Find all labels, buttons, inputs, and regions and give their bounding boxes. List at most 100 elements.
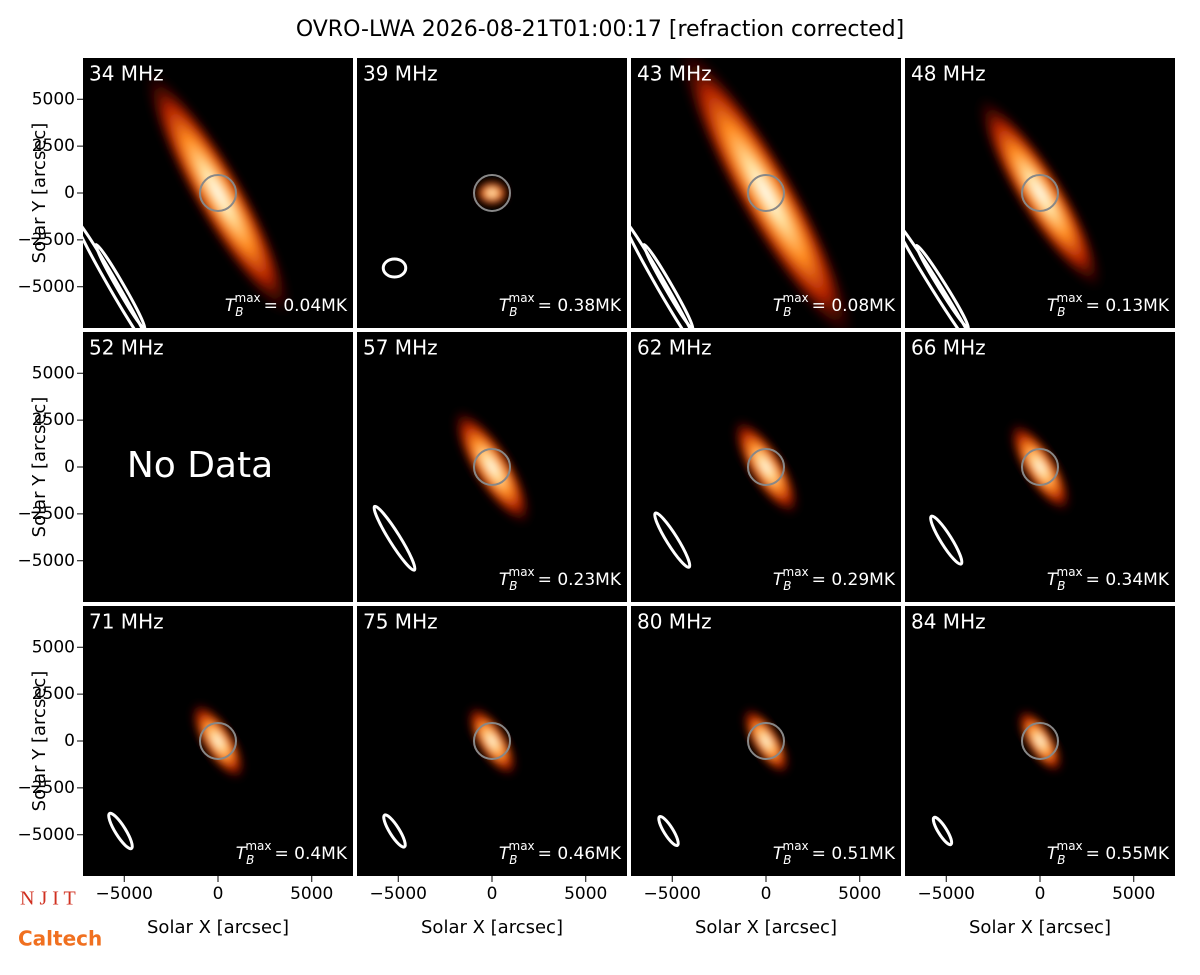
y-tick-label: −5000 — [17, 551, 75, 571]
tb-sub: B — [1057, 853, 1065, 867]
tb-sub: B — [246, 853, 254, 867]
tb-sub: B — [783, 579, 791, 593]
solar-disk — [1021, 448, 1059, 486]
solar-disk — [1021, 174, 1059, 212]
panel-label: 43 MHz — [637, 62, 712, 86]
y-tick-label: 2500 — [32, 684, 75, 704]
panel-label: 80 MHz — [637, 610, 712, 634]
y-tick-label: −2500 — [17, 504, 75, 524]
x-tick-label: 0 — [1035, 884, 1046, 904]
tb-symbol: T — [236, 844, 248, 864]
panel — [631, 58, 901, 328]
tb-sub: B — [509, 579, 517, 593]
beam — [931, 815, 954, 847]
beam — [905, 218, 979, 328]
tb-value: = 0.51MK — [812, 844, 896, 864]
x-axis-label: Solar X [arcsec] — [969, 917, 1111, 938]
emission — [144, 70, 292, 316]
tb-value: = 0.29MK — [812, 570, 896, 590]
x-tick-label: 0 — [761, 884, 772, 904]
no-data: No Data — [127, 445, 273, 486]
panel — [83, 332, 353, 602]
y-tick-label: 5000 — [32, 637, 75, 657]
panel — [357, 606, 627, 876]
beam — [929, 514, 964, 566]
tb-symbol: T — [225, 296, 237, 316]
tb-sub: B — [1057, 579, 1065, 593]
tb-symbol: T — [1047, 844, 1059, 864]
tb-value: = 0.04MK — [264, 296, 348, 316]
solar-disk — [747, 722, 785, 760]
beam — [381, 257, 408, 279]
tb-value: = 0.46MK — [538, 844, 622, 864]
beam — [107, 811, 134, 851]
tb-value: = 0.23MK — [538, 570, 622, 590]
panel-label: 34 MHz — [89, 62, 164, 86]
tb-sup: max — [509, 565, 535, 579]
emission — [475, 179, 509, 207]
emission — [1008, 421, 1072, 513]
tb-max: TBmax = 0.34MK — [1047, 565, 1170, 593]
solar-disk — [473, 722, 511, 760]
x-tick-label: −5000 — [917, 884, 975, 904]
emission — [677, 58, 855, 328]
tb-value: = 0.34MK — [1086, 570, 1170, 590]
y-tick-label: 2500 — [32, 410, 75, 430]
x-tick-label: 5000 — [564, 884, 607, 904]
panel-label: 75 MHz — [363, 610, 438, 634]
x-tick-label: 5000 — [1112, 884, 1155, 904]
panel — [905, 332, 1175, 602]
x-axis-label: Solar X [arcsec] — [695, 917, 837, 938]
tb-sup: max — [509, 291, 535, 305]
emission — [452, 408, 532, 526]
y-axis-label: Solar Y [arcsec] — [29, 123, 50, 264]
tb-sub: B — [783, 305, 791, 319]
panel — [357, 332, 627, 602]
tb-max: TBmax = 0.29MK — [773, 565, 896, 593]
y-axis-label: Solar Y [arcsec] — [29, 671, 50, 812]
tb-max: TBmax = 0.04MK — [225, 291, 348, 319]
tb-sup: max — [235, 291, 261, 305]
solar-disk — [747, 448, 785, 486]
tb-sub: B — [509, 853, 517, 867]
tb-sup: max — [1057, 291, 1083, 305]
panel — [357, 58, 627, 328]
panel-label: 84 MHz — [911, 610, 986, 634]
tb-max: TBmax = 0.46MK — [499, 839, 622, 867]
tb-max: TBmax = 0.51MK — [773, 839, 896, 867]
tb-max: TBmax = 0.23MK — [499, 565, 622, 593]
tb-sup: max — [783, 565, 809, 579]
x-tick-label: 0 — [487, 884, 498, 904]
panel-label: 71 MHz — [89, 610, 164, 634]
y-tick-label: 5000 — [32, 89, 75, 109]
panel — [905, 606, 1175, 876]
emission — [741, 706, 791, 776]
tb-value: = 0.4MK — [275, 844, 348, 864]
tb-max: TBmax = 0.13MK — [1047, 291, 1170, 319]
tb-sub: B — [509, 305, 517, 319]
y-tick-label: −2500 — [17, 778, 75, 798]
panel — [905, 58, 1175, 328]
solar-disk — [747, 174, 785, 212]
tb-sup: max — [783, 291, 809, 305]
panel — [631, 332, 901, 602]
tb-symbol: T — [499, 296, 511, 316]
tb-max: TBmax = 0.08MK — [773, 291, 896, 319]
solar-disk — [199, 722, 237, 760]
x-tick-label: −5000 — [369, 884, 427, 904]
beam — [653, 511, 692, 569]
solar-disk — [199, 174, 237, 212]
beam — [372, 504, 417, 572]
tb-symbol: T — [1047, 296, 1059, 316]
x-axis-label: Solar X [arcsec] — [147, 917, 289, 938]
x-tick-label: 0 — [213, 884, 224, 904]
panel-label: 39 MHz — [363, 62, 438, 86]
panel-background — [83, 332, 353, 602]
panel-label: 57 MHz — [363, 336, 438, 360]
beam — [631, 217, 703, 328]
tb-sup: max — [1057, 565, 1083, 579]
x-axis-label: Solar X [arcsec] — [421, 917, 563, 938]
tb-symbol: T — [773, 844, 785, 864]
tb-sup: max — [1057, 839, 1083, 853]
